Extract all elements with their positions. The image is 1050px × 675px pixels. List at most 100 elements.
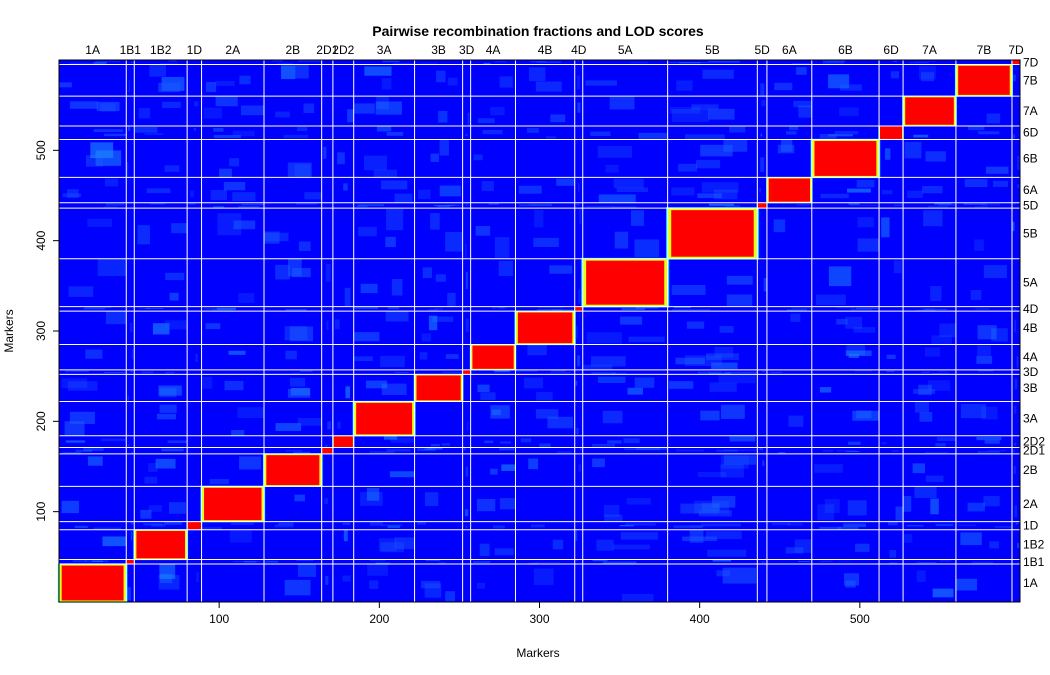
heatmap-texture-cell	[592, 458, 605, 468]
heatmap-texture-cell	[167, 440, 187, 444]
heatmap-texture-cell	[582, 364, 613, 370]
heatmap-texture-cell	[465, 525, 468, 529]
heatmap-texture-cell	[265, 560, 279, 563]
heatmap-texture-cell	[934, 202, 952, 205]
heatmap-texture-cell	[607, 440, 622, 444]
heatmap-texture-cell	[1017, 543, 1020, 548]
heatmap-texture-cell	[381, 524, 403, 527]
heatmap-texture-cell	[620, 316, 643, 325]
heatmap-texture-cell	[825, 60, 837, 63]
heatmap-texture-cell	[68, 286, 94, 297]
heatmap-texture-cell	[547, 416, 573, 429]
heatmap-texture-cell	[72, 560, 87, 562]
heatmap-texture-cell	[213, 127, 224, 132]
heatmap-texture-cell	[165, 320, 188, 330]
heatmap-texture-cell	[983, 495, 1000, 507]
heatmap-texture-cell	[834, 60, 846, 62]
heatmap-texture-cell	[828, 134, 853, 137]
heatmap-texture-cell	[337, 421, 341, 429]
heatmap-texture-cell	[100, 438, 127, 442]
group-label-top-2D2: 2D2	[332, 43, 354, 57]
heatmap-texture-cell	[297, 127, 308, 132]
heatmap-texture-cell	[621, 308, 646, 310]
group-label-top-5B: 5B	[705, 43, 720, 57]
heatmap-texture-cell	[424, 583, 442, 598]
heatmap-texture-cell	[925, 475, 944, 482]
heatmap-texture-cell	[205, 81, 217, 93]
heatmap-texture-cell	[616, 187, 648, 193]
heatmap-texture-cell	[591, 443, 616, 447]
diagonal-block-5A	[586, 260, 665, 305]
heatmap-texture-cell	[499, 448, 515, 451]
heatmap-texture-cell	[130, 521, 134, 525]
heatmap-texture-cell	[845, 316, 863, 329]
heatmap-texture-cell	[989, 541, 999, 549]
heatmap-texture-cell	[845, 580, 856, 588]
heatmap-texture-cell	[729, 436, 756, 442]
heatmap-texture-cell	[165, 272, 185, 281]
heatmap-texture-cell	[360, 283, 378, 294]
heatmap-texture-cell	[919, 412, 933, 422]
diagonal-block-1A	[61, 565, 124, 601]
heatmap-texture-cell	[762, 371, 766, 372]
heatmap-texture-cell	[912, 463, 925, 474]
heatmap-texture-cell	[1013, 134, 1015, 139]
heatmap-texture-cell	[1014, 319, 1017, 333]
heatmap-texture-cell	[839, 107, 859, 117]
heatmap-texture-cell	[604, 514, 623, 522]
heatmap-texture-cell	[938, 203, 956, 206]
heatmap-texture-cell	[424, 492, 439, 507]
heatmap-texture-cell	[700, 144, 733, 157]
heatmap-texture-cell	[67, 189, 79, 198]
group-label-right-6A: 6A	[1023, 183, 1038, 197]
heatmap-texture-cell	[360, 492, 383, 506]
heatmap-texture-cell	[230, 522, 254, 526]
group-label-top-1D: 1D	[187, 43, 203, 57]
heatmap-texture-cell	[690, 525, 705, 528]
heatmap-texture-cell	[343, 529, 348, 542]
group-label-top-4A: 4A	[486, 43, 501, 57]
heatmap-texture-cell	[490, 106, 505, 116]
heatmap-texture-cell	[366, 487, 380, 501]
heatmap-texture-cell	[931, 373, 950, 375]
heatmap-texture-cell	[324, 498, 329, 505]
heatmap-texture-cell	[994, 526, 1012, 528]
group-label-top-7B: 7B	[977, 43, 992, 57]
heatmap-texture-cell	[881, 190, 893, 195]
heatmap-texture-cell	[680, 503, 720, 514]
heatmap-texture-cell	[528, 562, 539, 564]
heatmap-texture-cell	[285, 308, 307, 311]
heatmap-texture-cell	[494, 237, 510, 258]
heatmap-texture-cell	[158, 574, 180, 590]
heatmap-texture-cell	[515, 369, 538, 372]
heatmap-texture-cell	[87, 456, 103, 466]
diagonal-block-3B	[416, 375, 461, 401]
heatmap-texture-cell	[819, 387, 832, 393]
heatmap-texture-cell	[793, 100, 812, 108]
heatmap-texture-cell	[1013, 202, 1016, 205]
heatmap-texture-cell	[229, 158, 240, 167]
heatmap-texture-cell	[585, 206, 614, 208]
heatmap-texture-cell	[671, 284, 706, 295]
heatmap-texture-cell	[980, 203, 1000, 206]
heatmap-texture-cell	[130, 61, 133, 64]
heatmap-texture-cell	[127, 443, 130, 448]
heatmap-texture-cell	[433, 308, 443, 311]
heatmap-texture-cell	[712, 495, 736, 508]
heatmap-texture-cell	[716, 449, 738, 452]
heatmap-texture-cell	[62, 193, 81, 198]
heatmap-texture-cell	[445, 354, 459, 359]
heatmap-texture-cell	[630, 210, 644, 226]
heatmap-texture-cell	[159, 404, 177, 413]
heatmap-texture-cell	[972, 561, 993, 564]
heatmap-texture-cell	[149, 64, 166, 77]
heatmap-texture-cell	[202, 527, 223, 530]
heatmap-texture-cell	[668, 381, 694, 389]
heatmap-texture-cell	[904, 141, 922, 159]
heatmap-texture-cell	[464, 133, 469, 137]
heatmap-texture-cell	[671, 109, 710, 122]
heatmap-texture-cell	[212, 309, 233, 312]
heatmap-texture-cell	[528, 204, 552, 206]
heatmap-texture-cell	[493, 370, 512, 373]
heatmap-texture-cell	[939, 323, 956, 338]
